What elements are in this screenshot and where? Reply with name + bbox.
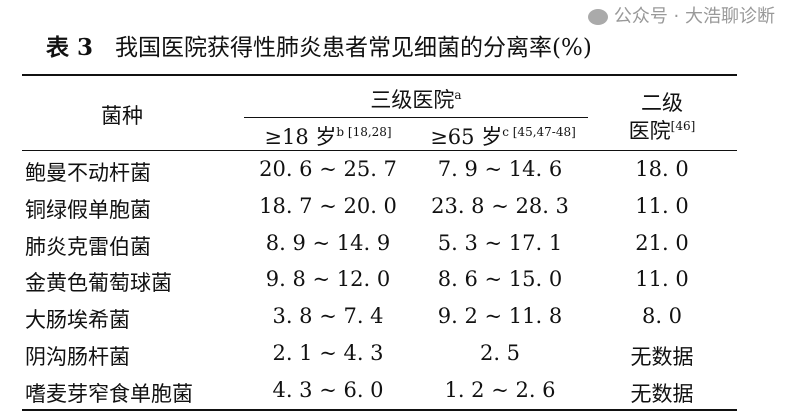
top-rule xyxy=(22,74,737,76)
table-cell-elderly: 23. 8 ~ 28. 3 xyxy=(431,193,569,218)
table-label: 表 3 xyxy=(46,34,94,61)
table-cell-elderly: 8. 6 ~ 15. 0 xyxy=(437,267,563,292)
table-cell-name: 肺炎克雷伯菌 xyxy=(25,234,151,259)
table-cell-secondary: 无数据 xyxy=(630,381,694,406)
table-cell-elderly: 1. 2 ~ 2. 6 xyxy=(444,377,556,402)
header-secondary-line2: 医院[46] xyxy=(628,119,696,143)
table-cell-secondary: 21. 0 xyxy=(635,230,689,255)
table-cell-secondary: 8. 0 xyxy=(641,304,683,329)
table-cell-secondary: 18. 0 xyxy=(635,157,689,181)
table-cell-name: 大肠埃希菌 xyxy=(25,308,130,333)
header-tertiary: 三级医院a xyxy=(370,88,462,112)
table-cell-adult: 18. 7 ~ 20. 0 xyxy=(259,193,397,218)
bottom-rule xyxy=(22,409,737,411)
header-species: 菌种 xyxy=(101,104,143,128)
table-cell-adult: 9. 8 ~ 12. 0 xyxy=(265,267,391,292)
table-cell-secondary: 11. 0 xyxy=(635,267,689,292)
table-cell-name: 阴沟肠杆菌 xyxy=(25,345,130,369)
header-secondary-line1: 二级 xyxy=(641,91,683,115)
table-cell-name: 鲍曼不动杆菌 xyxy=(25,161,151,185)
table-cell-adult: 8. 9 ~ 14. 9 xyxy=(265,230,391,255)
table-cell-elderly: 5. 3 ~ 17. 1 xyxy=(437,230,563,255)
table-cell-adult: 3. 8 ~ 7. 4 xyxy=(272,304,384,329)
table-cell-elderly: 7. 9 ~ 14. 6 xyxy=(437,157,563,181)
table-cell-adult: 2. 1 ~ 4. 3 xyxy=(272,341,384,365)
table-cell-name: 铜绿假单胞菌 xyxy=(25,197,151,222)
header-rule xyxy=(22,150,737,151)
table-cell-name: 金黄色葡萄球菌 xyxy=(25,271,172,296)
header-adult: ≥18 岁b [18,28] xyxy=(264,125,392,149)
sub-rule xyxy=(244,117,588,118)
wechat-icon xyxy=(587,9,608,25)
table-cell-secondary: 无数据 xyxy=(630,345,694,369)
table-title: 表 3 我国医院获得性肺炎患者常见细菌的分离率(%) xyxy=(46,28,592,62)
header-elderly: ≥65 岁c [45,47-48] xyxy=(430,125,576,149)
table-cell-elderly: 2. 5 xyxy=(479,341,521,365)
table-cell-adult: 4. 3 ~ 6. 0 xyxy=(272,377,384,402)
watermark: 公众号 · 大浩聊诊断 xyxy=(587,2,775,28)
table-cell-elderly: 9. 2 ~ 11. 8 xyxy=(437,304,563,329)
table-caption: 我国医院获得性肺炎患者常见细菌的分离率(%) xyxy=(115,35,592,61)
table-cell-secondary: 11. 0 xyxy=(635,193,689,218)
table-cell-name: 嗜麦芽窄食单胞菌 xyxy=(25,381,193,406)
table-cell-adult: 20. 6 ~ 25. 7 xyxy=(259,157,397,181)
